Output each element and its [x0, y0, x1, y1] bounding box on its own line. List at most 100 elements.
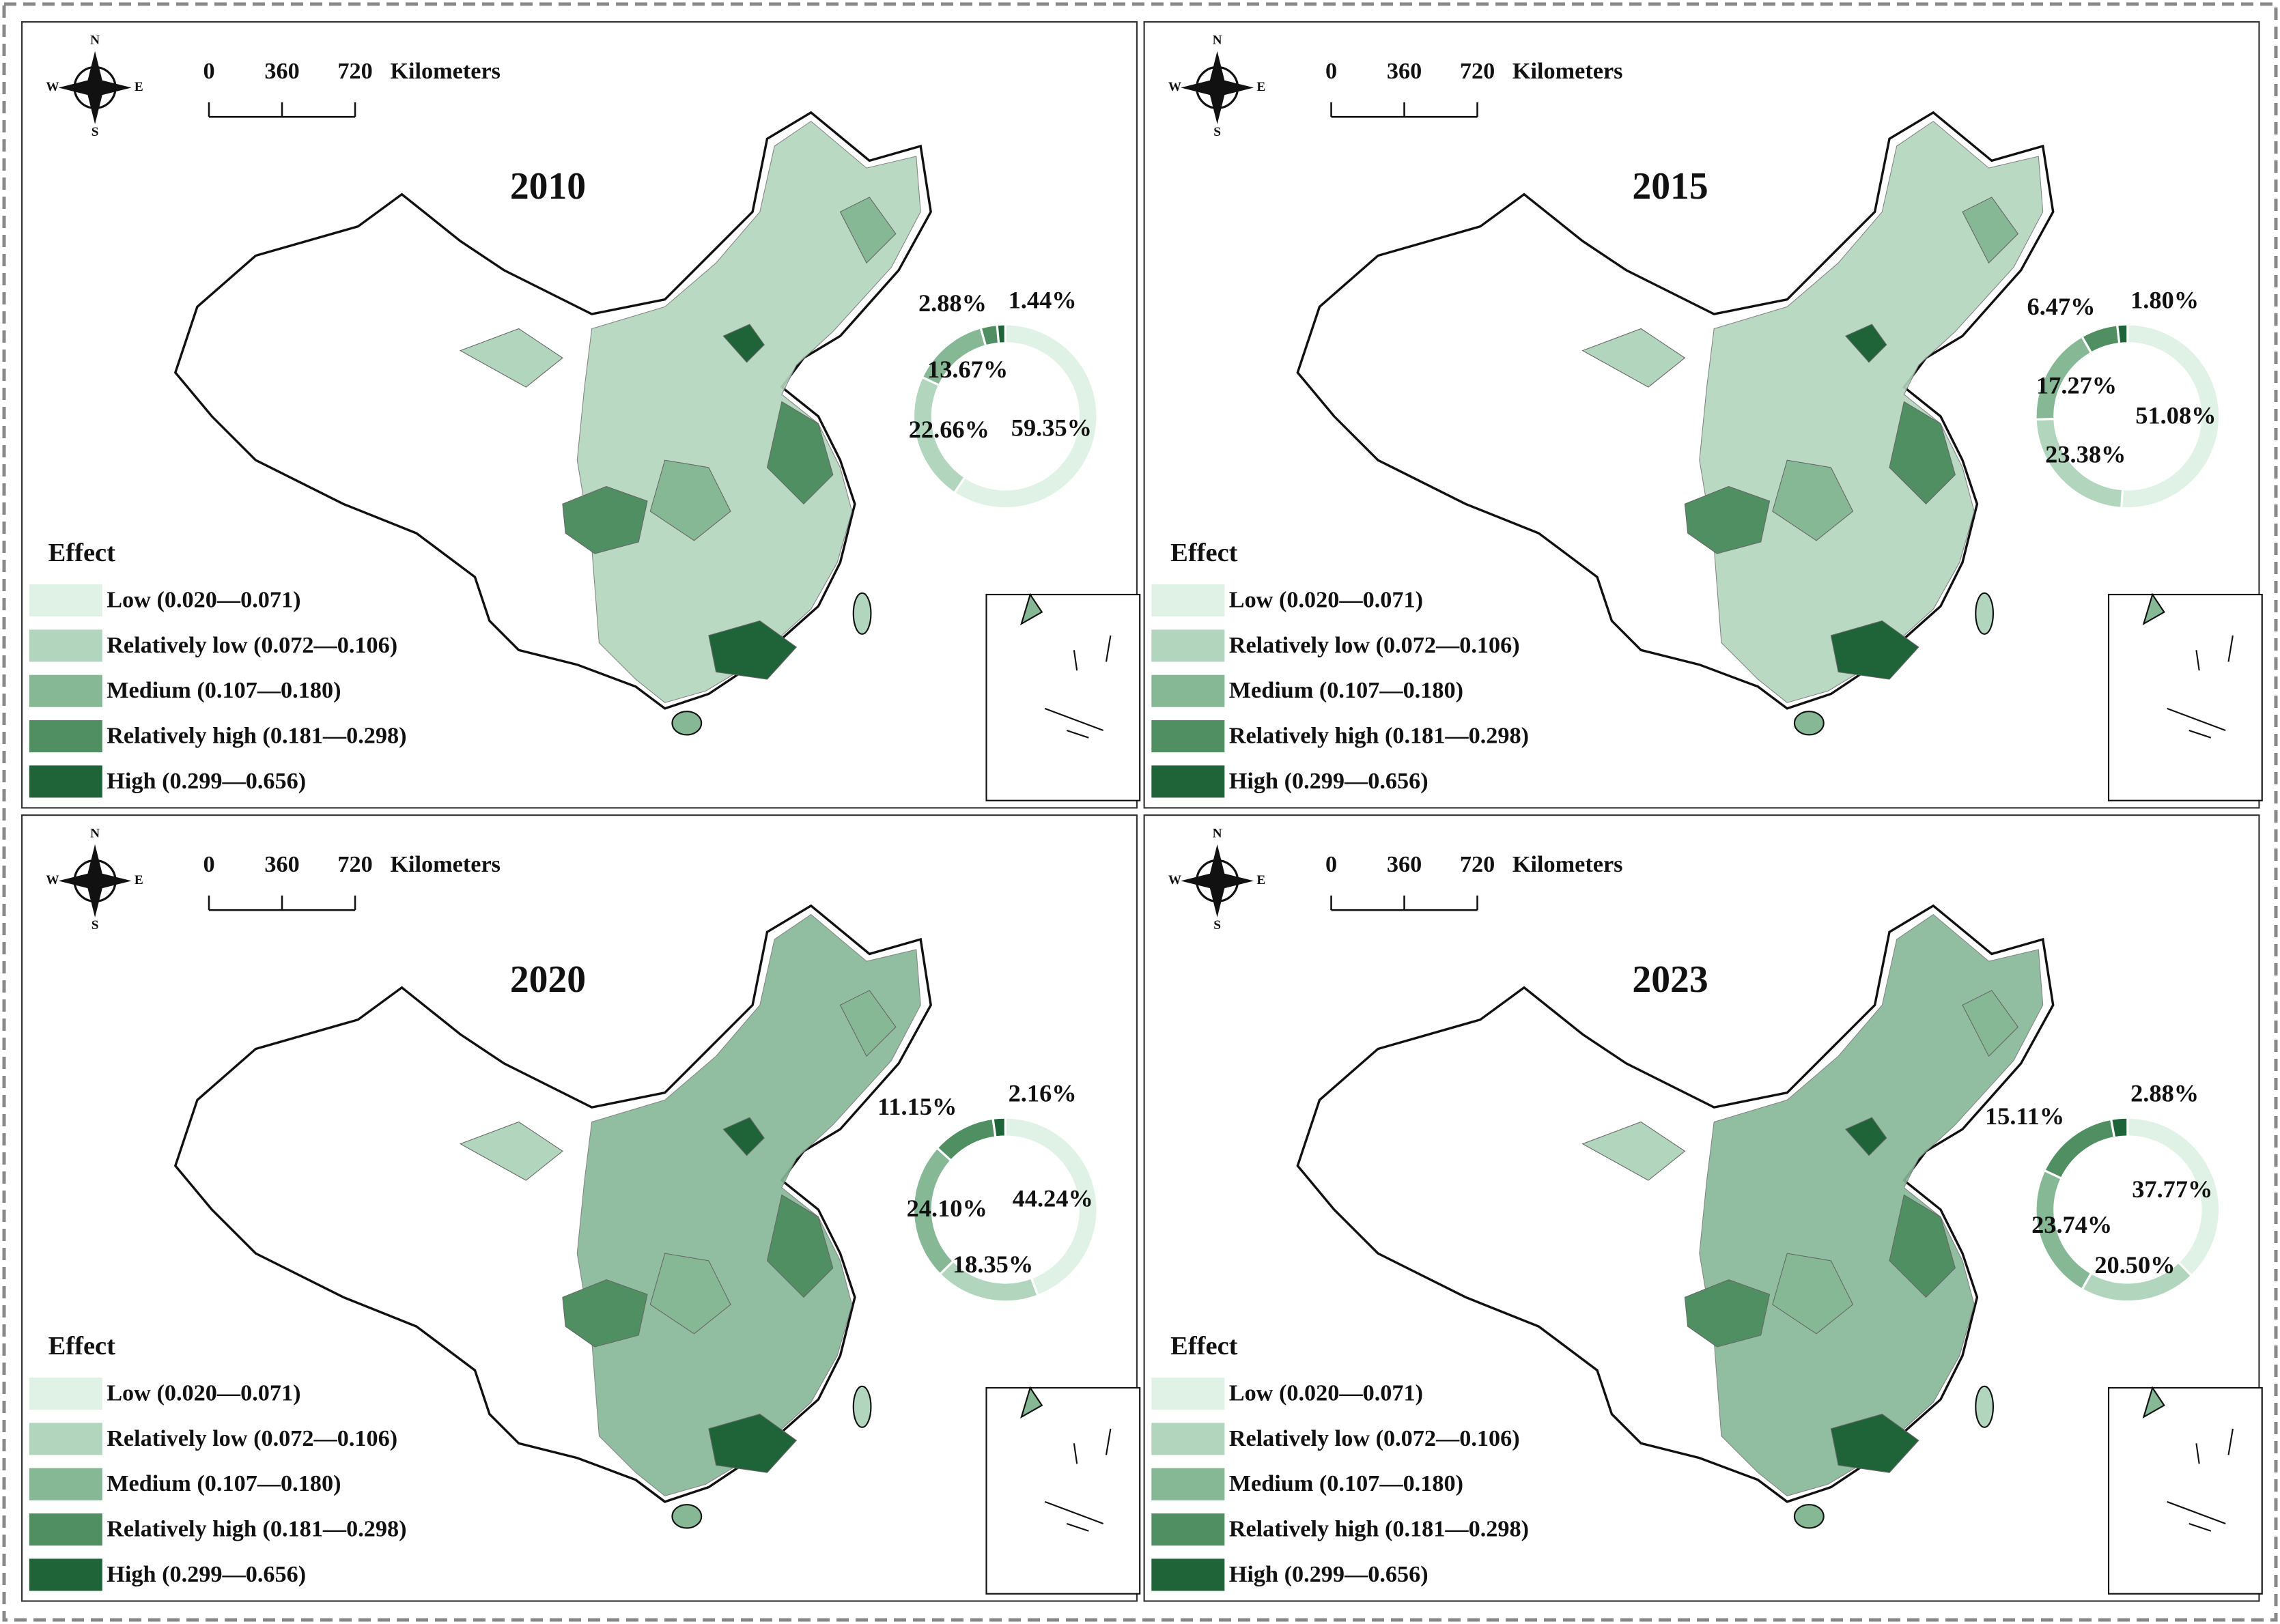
- region: [1581, 328, 1686, 388]
- legend-label: High (0.299—0.656): [1229, 1561, 1428, 1587]
- panel: N S W E 0 360 720 Kilometers 2010 Effect Low (0.02…: [21, 21, 1141, 809]
- legend-label: Relatively high (0.181—0.298): [107, 723, 406, 749]
- compass-star: [58, 51, 132, 124]
- legend-swatch: [1151, 674, 1225, 707]
- legend-swatch: [1151, 1423, 1225, 1455]
- compass-star: [58, 844, 132, 917]
- inset-frame: [2107, 593, 2263, 801]
- island: [1793, 711, 1825, 736]
- region: [708, 620, 798, 680]
- region: [1830, 620, 1919, 680]
- donut-label: 24.10%: [907, 1195, 987, 1222]
- region: [1889, 1194, 1956, 1298]
- donut-label: 22.66%: [909, 416, 989, 443]
- region: [722, 1117, 765, 1156]
- panel: N S W E 0 360 720 Kilometers 2020 Effect Low (0.02…: [21, 814, 1141, 1602]
- legend-swatch: [1151, 1468, 1225, 1500]
- scale-label: 0: [1325, 851, 1337, 877]
- scale-unit: Kilometers: [1512, 58, 1623, 84]
- legend-swatch: [29, 1558, 102, 1591]
- scale-unit: Kilometers: [1512, 851, 1623, 877]
- compass-star: [1181, 844, 1254, 917]
- compass-letter: N: [1213, 33, 1222, 47]
- legend-swatch: [1151, 1378, 1225, 1410]
- region: [1962, 990, 2019, 1057]
- panel: N S W E 0 360 720 Kilometers 2015 Effect Low (0.02…: [1143, 21, 2263, 809]
- donut-label: 1.80%: [2130, 286, 2199, 313]
- legend-swatch: [29, 584, 102, 617]
- legend-swatch: [29, 674, 102, 707]
- compass-letter: N: [1213, 826, 1222, 840]
- donut-label: 37.77%: [2132, 1176, 2212, 1203]
- region: [1889, 401, 1956, 505]
- legend-swatch: [1151, 1558, 1225, 1591]
- region: [459, 1121, 563, 1181]
- compass-letter: E: [135, 80, 143, 94]
- scale-label: 0: [1325, 58, 1337, 84]
- legend-label: High (0.299—0.656): [107, 768, 306, 794]
- region: [1830, 1413, 1919, 1473]
- legend-label: Medium (0.107—0.180): [107, 677, 341, 703]
- legend-label: Medium (0.107—0.180): [1229, 1470, 1463, 1496]
- legend-label: Relatively low (0.072—0.106): [1229, 632, 1520, 658]
- compass-letter: W: [46, 80, 59, 94]
- legend-swatch: [29, 765, 102, 798]
- panel: N S W E 0 360 720 Kilometers 2023 Effect Low (0.02…: [1143, 814, 2263, 1602]
- legend-title: Effect: [48, 539, 116, 567]
- region: [766, 1194, 834, 1298]
- legend-swatch: [29, 629, 102, 662]
- region: [649, 459, 731, 541]
- legend-swatch: [29, 1513, 102, 1546]
- legend-swatch: [29, 1378, 102, 1410]
- donut-segment: [996, 323, 1007, 345]
- year-title: 2010: [510, 165, 586, 208]
- year-title: 2015: [1632, 165, 1708, 208]
- legend-label: Relatively low (0.072—0.106): [1229, 1425, 1520, 1451]
- compass-star: [1181, 51, 1254, 124]
- scale-unit: Kilometers: [390, 58, 501, 84]
- region: [562, 1279, 648, 1348]
- scale-label: 0: [203, 58, 214, 84]
- legend-label: Relatively high (0.181—0.298): [107, 1516, 406, 1542]
- legend-label: Low (0.020—0.071): [1229, 587, 1423, 613]
- scale-label: 360: [1387, 851, 1422, 877]
- donut-label: 20.50%: [2094, 1251, 2175, 1279]
- donut-segment: [953, 323, 1099, 510]
- region: [839, 990, 897, 1057]
- donut-label: 59.35%: [1011, 414, 1092, 442]
- inset-islands: [2142, 593, 2234, 739]
- legend-label: Medium (0.107—0.180): [1229, 677, 1463, 703]
- island: [671, 1504, 703, 1529]
- legend-swatch: [29, 1423, 102, 1455]
- inset-frame: [985, 593, 1141, 801]
- legend-label: Relatively low (0.072—0.106): [107, 632, 397, 658]
- island: [852, 1385, 872, 1428]
- scale-label: 720: [1460, 58, 1495, 84]
- legend-title: Effect: [48, 1332, 116, 1361]
- scale-label: 720: [337, 58, 372, 84]
- legend-label: Low (0.020—0.071): [1229, 1380, 1423, 1406]
- legend-label: Low (0.020—0.071): [107, 1380, 300, 1406]
- inset-frame: [2107, 1386, 2263, 1595]
- compass-letter: W: [46, 873, 59, 887]
- region: [1844, 1117, 1887, 1156]
- legend-swatch: [29, 720, 102, 753]
- scale-label: 360: [264, 58, 299, 84]
- year-title: 2020: [510, 958, 586, 1001]
- region: [1844, 324, 1887, 363]
- region: [459, 328, 563, 388]
- compass-letter: W: [1168, 80, 1181, 94]
- donut-label: 2.88%: [2130, 1079, 2199, 1107]
- donut-label: 11.15%: [877, 1093, 957, 1120]
- island: [1975, 1385, 1995, 1428]
- donut-label: 2.16%: [1009, 1079, 1077, 1107]
- region: [1684, 1279, 1771, 1348]
- legend-label: Medium (0.107—0.180): [107, 1470, 341, 1496]
- legend-swatch: [1151, 765, 1225, 798]
- legend-label: Relatively high (0.181—0.298): [1229, 1516, 1529, 1542]
- compass-letter: E: [135, 873, 143, 887]
- inset-islands: [1020, 593, 1112, 739]
